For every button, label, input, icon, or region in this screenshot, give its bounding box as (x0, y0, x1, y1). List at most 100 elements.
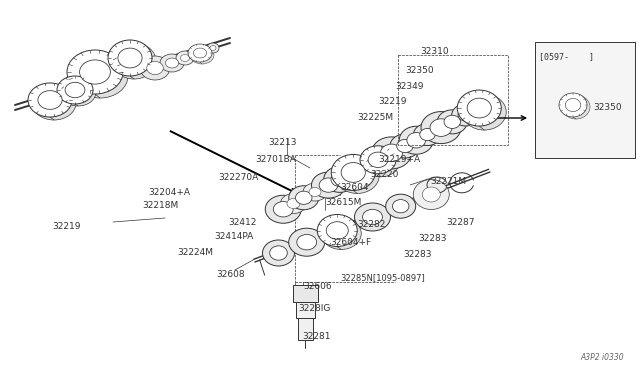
Ellipse shape (321, 218, 361, 250)
Ellipse shape (413, 180, 449, 209)
Ellipse shape (371, 137, 412, 169)
Ellipse shape (444, 115, 461, 128)
Ellipse shape (296, 191, 312, 204)
Ellipse shape (57, 76, 93, 104)
Text: 32310: 32310 (420, 47, 449, 56)
Ellipse shape (280, 193, 307, 214)
Text: [0597-    ]: [0597- ] (539, 52, 594, 61)
Ellipse shape (72, 54, 128, 98)
Text: 32283: 32283 (403, 250, 431, 259)
Ellipse shape (413, 124, 442, 145)
Text: 32604: 32604 (340, 183, 369, 192)
Text: 32412: 32412 (228, 218, 257, 227)
Ellipse shape (399, 126, 433, 154)
Ellipse shape (430, 119, 452, 137)
Text: A3P2 i0330: A3P2 i0330 (580, 353, 623, 362)
Ellipse shape (289, 228, 324, 256)
Text: 32701BA: 32701BA (255, 155, 296, 164)
Ellipse shape (355, 203, 390, 231)
Text: 32204+A: 32204+A (148, 188, 190, 197)
Bar (535, 42, 635, 158)
Ellipse shape (303, 183, 327, 201)
Text: 32283: 32283 (418, 234, 447, 243)
Text: 32282: 32282 (357, 220, 385, 229)
Ellipse shape (319, 178, 338, 192)
Text: 32221M: 32221M (430, 177, 466, 186)
Ellipse shape (265, 195, 301, 223)
Ellipse shape (193, 48, 207, 58)
Ellipse shape (457, 90, 501, 126)
Ellipse shape (331, 172, 349, 186)
Ellipse shape (79, 60, 111, 84)
Ellipse shape (332, 154, 375, 190)
Ellipse shape (437, 110, 467, 134)
Ellipse shape (421, 112, 461, 144)
Ellipse shape (392, 200, 409, 213)
Ellipse shape (118, 48, 142, 68)
Ellipse shape (140, 56, 170, 80)
Bar (398, 55, 508, 145)
Ellipse shape (112, 43, 156, 79)
Ellipse shape (335, 157, 380, 193)
Ellipse shape (361, 158, 377, 170)
Ellipse shape (363, 149, 399, 177)
Text: 32350: 32350 (593, 103, 621, 112)
Text: 32287: 32287 (446, 218, 474, 227)
Text: 32213: 32213 (268, 138, 296, 147)
Ellipse shape (297, 234, 317, 250)
Ellipse shape (269, 246, 287, 260)
Ellipse shape (390, 134, 420, 158)
Ellipse shape (176, 51, 194, 65)
Ellipse shape (32, 86, 76, 120)
Ellipse shape (108, 40, 152, 76)
Ellipse shape (317, 215, 357, 247)
Text: 32350: 32350 (405, 66, 434, 75)
Text: 32414PA: 32414PA (214, 232, 253, 241)
Ellipse shape (386, 194, 416, 218)
Ellipse shape (38, 91, 62, 109)
Ellipse shape (462, 94, 506, 130)
Ellipse shape (165, 58, 179, 68)
Text: 32604+F: 32604+F (330, 238, 371, 247)
Ellipse shape (180, 55, 189, 61)
Text: 32285N[1095-0897]: 32285N[1095-0897] (340, 273, 425, 282)
Ellipse shape (360, 146, 396, 174)
Ellipse shape (324, 166, 356, 192)
Ellipse shape (407, 132, 426, 148)
Ellipse shape (312, 172, 346, 198)
Text: 32349: 32349 (395, 82, 424, 91)
Text: 32219: 32219 (378, 97, 406, 106)
Text: 32224M: 32224M (177, 248, 213, 257)
Ellipse shape (160, 54, 184, 72)
Ellipse shape (381, 144, 403, 162)
Text: 3228IG: 3228IG (298, 304, 330, 313)
Text: 32218M: 32218M (142, 201, 179, 210)
Text: 32219: 32219 (52, 222, 81, 231)
Ellipse shape (309, 187, 321, 196)
Ellipse shape (289, 186, 319, 210)
Ellipse shape (67, 50, 123, 94)
Text: 32219+A: 32219+A (378, 155, 420, 164)
Ellipse shape (565, 99, 580, 112)
Ellipse shape (458, 109, 474, 121)
Ellipse shape (273, 202, 293, 217)
Ellipse shape (368, 152, 388, 167)
Ellipse shape (467, 98, 492, 118)
Ellipse shape (262, 240, 294, 266)
Ellipse shape (287, 199, 300, 208)
Ellipse shape (365, 161, 373, 167)
Bar (298, 318, 313, 340)
Ellipse shape (190, 46, 214, 64)
Bar (293, 285, 318, 302)
Ellipse shape (422, 187, 440, 202)
Bar (296, 302, 315, 318)
Ellipse shape (28, 83, 72, 117)
Ellipse shape (562, 95, 590, 119)
Text: 32225M: 32225M (357, 113, 393, 122)
Ellipse shape (326, 222, 348, 239)
Ellipse shape (363, 209, 383, 225)
Ellipse shape (65, 82, 85, 98)
Ellipse shape (188, 44, 212, 62)
Ellipse shape (397, 140, 413, 153)
Ellipse shape (452, 104, 480, 126)
